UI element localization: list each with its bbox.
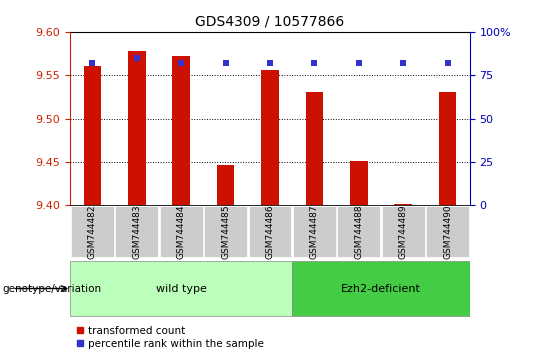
Bar [71, 206, 114, 257]
Bar [438, 92, 456, 205]
Text: GSM744490: GSM744490 [443, 205, 452, 259]
Bar [70, 261, 292, 316]
Bar [350, 161, 368, 205]
Bar [116, 206, 158, 257]
Bar [306, 92, 323, 205]
Bar [293, 206, 336, 257]
Bar [261, 70, 279, 205]
Text: GSM744483: GSM744483 [132, 205, 141, 259]
Bar [204, 206, 247, 257]
Bar [338, 206, 380, 257]
Bar [217, 165, 234, 205]
Text: GDS4309 / 10577866: GDS4309 / 10577866 [195, 14, 345, 28]
Text: GSM744484: GSM744484 [177, 205, 186, 259]
Text: GSM744486: GSM744486 [266, 205, 274, 259]
Bar [128, 51, 146, 205]
Bar [249, 206, 291, 257]
Text: GSM744488: GSM744488 [354, 205, 363, 259]
Text: GSM744482: GSM744482 [88, 205, 97, 259]
Bar [84, 66, 102, 205]
Legend: transformed count, percentile rank within the sample: transformed count, percentile rank withi… [76, 326, 264, 349]
Text: wild type: wild type [156, 284, 207, 293]
Text: Ezh2-deficient: Ezh2-deficient [341, 284, 421, 293]
Text: GSM744487: GSM744487 [310, 205, 319, 259]
Text: genotype/variation: genotype/variation [3, 284, 102, 293]
Bar [426, 206, 469, 257]
Bar [172, 56, 190, 205]
Text: GSM744485: GSM744485 [221, 205, 230, 259]
Bar [160, 206, 202, 257]
Bar [382, 206, 424, 257]
Bar [292, 261, 470, 316]
Text: GSM744489: GSM744489 [399, 205, 408, 259]
Bar [394, 204, 412, 205]
